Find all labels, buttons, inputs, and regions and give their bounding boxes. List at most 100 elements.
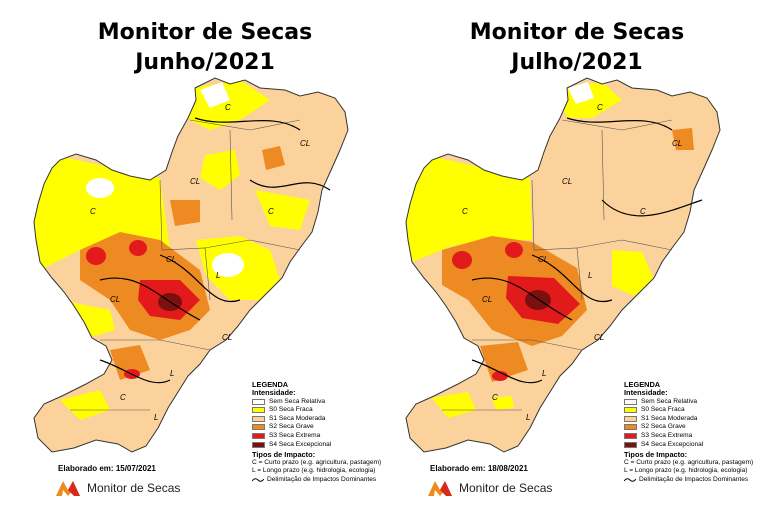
map-label-c-south: C bbox=[492, 393, 498, 402]
region-none-center bbox=[212, 253, 244, 277]
elaborated-date: Elaborado em: 15/07/2021 bbox=[58, 464, 156, 473]
legend-label: S2 Seca Grave bbox=[269, 423, 314, 431]
map-label-cl-center: CL bbox=[538, 255, 548, 264]
map-label-c-north: C bbox=[597, 103, 603, 112]
map-label-c-west: C bbox=[90, 207, 96, 216]
map-label-cl-northeast: CL bbox=[300, 139, 310, 148]
map-label-cl-central: CL bbox=[190, 177, 200, 186]
panel-june: Monitor de Secas Junho/2021 bbox=[33, 18, 381, 498]
legend-title: LEGENDA bbox=[624, 380, 661, 389]
legend-impact-title: Tipos de Impacto: bbox=[624, 449, 688, 459]
legend-item: S3 Seca Extrema bbox=[624, 432, 768, 441]
panel-title: Monitor de Secas Junho/2021 bbox=[60, 18, 350, 78]
legend-item: S3 Seca Extrema bbox=[252, 432, 402, 441]
map-label-cl-center: CL bbox=[166, 255, 176, 264]
legend-item: S1 Seca Moderada bbox=[624, 415, 768, 424]
legend-label: S4 Seca Excepcional bbox=[269, 440, 332, 448]
legend-item: Sem Seca Relativa bbox=[252, 397, 402, 406]
legend-label: S0 Seca Fraca bbox=[269, 406, 313, 414]
monitor-logo-icon bbox=[56, 481, 80, 496]
elaborated-label: Elaborado em: bbox=[58, 464, 114, 473]
state-borders bbox=[442, 119, 673, 411]
region-none-north bbox=[200, 82, 230, 108]
region-none-west bbox=[86, 178, 114, 198]
region-s0-interior bbox=[200, 150, 240, 190]
title-line2: Julho/2021 bbox=[511, 50, 643, 75]
legend-swatch-s4 bbox=[252, 441, 265, 448]
map-label-cl-northeast: CL bbox=[672, 139, 682, 148]
legend-item: S2 Seca Grave bbox=[252, 423, 402, 432]
region-s0-center bbox=[612, 250, 654, 296]
region-s2-south bbox=[110, 345, 150, 380]
legend-swatch-s2 bbox=[624, 424, 637, 431]
legend-impact-line-label: Delimitação de Impactos Dominantes bbox=[639, 475, 749, 483]
legend-label: S4 Seca Excepcional bbox=[641, 440, 704, 448]
region-s2-northeast bbox=[672, 128, 694, 150]
map-label-cl-west: CL bbox=[482, 295, 492, 304]
title-line1: Monitor de Secas bbox=[97, 20, 313, 45]
legend-intensity-title: Intensidade: bbox=[252, 388, 296, 398]
impact-lines bbox=[99, 117, 331, 384]
legend-title: LEGENDA bbox=[252, 380, 289, 389]
region-s3-west2 bbox=[129, 240, 147, 256]
map-label-c-west: C bbox=[462, 207, 468, 216]
map-label-c-east: C bbox=[640, 207, 646, 216]
country-outline bbox=[405, 77, 721, 453]
brand: Monitor de Secas bbox=[426, 478, 552, 498]
country-outline bbox=[33, 77, 349, 453]
brand: Monitor de Secas bbox=[54, 478, 180, 498]
legend-label: S3 Seca Extrema bbox=[269, 431, 321, 439]
legend-item: S4 Seca Excepcional bbox=[252, 440, 402, 449]
region-s3-south bbox=[492, 371, 508, 381]
region-s3-west bbox=[86, 247, 106, 265]
elaborated-label: Elaborado em: bbox=[430, 464, 486, 473]
region-s0-west bbox=[406, 150, 532, 262]
panel-july: Monitor de Secas Julho/2021 bbox=[372, 0, 756, 512]
legend-swatch-s4 bbox=[624, 441, 637, 448]
region-s2-northeast bbox=[262, 146, 285, 170]
legend-label: S3 Seca Extrema bbox=[641, 431, 693, 439]
map-label-cl-southeast: CL bbox=[594, 333, 604, 342]
impact-lines bbox=[471, 117, 703, 384]
legend-label: S1 Seca Moderada bbox=[269, 414, 326, 422]
elaborated-value: 15/07/2021 bbox=[115, 464, 156, 473]
region-s2-south bbox=[480, 342, 528, 382]
region-s0-south2 bbox=[492, 396, 514, 410]
map-label-l-south: L bbox=[170, 369, 174, 378]
panel-title: Monitor de Secas Julho/2021 bbox=[432, 18, 722, 78]
legend-label: Sem Seca Relativa bbox=[269, 397, 326, 405]
region-s0-south bbox=[432, 392, 476, 418]
legend-swatch-s1 bbox=[624, 415, 637, 422]
brand-name: Monitor de Secas bbox=[459, 481, 553, 495]
map-label-l-far-south: L bbox=[526, 413, 530, 422]
elaborated-date: Elaborado em: 18/08/2021 bbox=[430, 464, 528, 473]
legend-swatch-s0 bbox=[252, 407, 265, 414]
legend-impact-c: C = Curto prazo (e.g. agricultura, pasta… bbox=[252, 459, 382, 467]
legend-label: S1 Seca Moderada bbox=[641, 414, 698, 422]
legend-impact-l: L = Longo prazo (e.g. hidrologia, ecolog… bbox=[624, 467, 748, 475]
legend-item: S1 Seca Moderada bbox=[252, 415, 402, 424]
region-s3-west2 bbox=[505, 242, 523, 258]
wave-line-icon bbox=[624, 477, 636, 482]
legend-swatch-s0 bbox=[624, 407, 637, 414]
title-line1: Monitor de Secas bbox=[469, 20, 685, 45]
legend-item: Sem Seca Relativa bbox=[624, 397, 768, 406]
region-s0-south bbox=[60, 390, 110, 420]
legend-item: S0 Seca Fraca bbox=[624, 406, 768, 415]
legend-label: S2 Seca Grave bbox=[641, 423, 686, 431]
map-label-cl-central: CL bbox=[562, 177, 572, 186]
map-label-l-far-south: L bbox=[154, 413, 158, 422]
legend-impact-line-label: Delimitação de Impactos Dominantes bbox=[267, 475, 377, 483]
legend-impact-line-row: Delimitação de Impactos Dominantes bbox=[252, 476, 402, 484]
legend-item: S4 Seca Excepcional bbox=[624, 440, 768, 449]
legend-impact-l: L = Longo prazo (e.g. hidrologia, ecolog… bbox=[252, 467, 376, 475]
region-none-north bbox=[568, 82, 594, 104]
map-label-c-south: C bbox=[120, 393, 126, 402]
map-label-l-center: L bbox=[588, 271, 592, 280]
legend: LEGENDA Intensidade: Sem Seca Relativa S… bbox=[252, 380, 402, 484]
legend-impact-line-row: Delimitação de Impactos Dominantes bbox=[624, 476, 768, 484]
map-label-l-south: L bbox=[542, 369, 546, 378]
wave-line-icon bbox=[252, 477, 264, 482]
legend-intensity-title: Intensidade: bbox=[624, 388, 668, 398]
legend: LEGENDA Intensidade: Sem Seca Relativa S… bbox=[624, 380, 768, 484]
